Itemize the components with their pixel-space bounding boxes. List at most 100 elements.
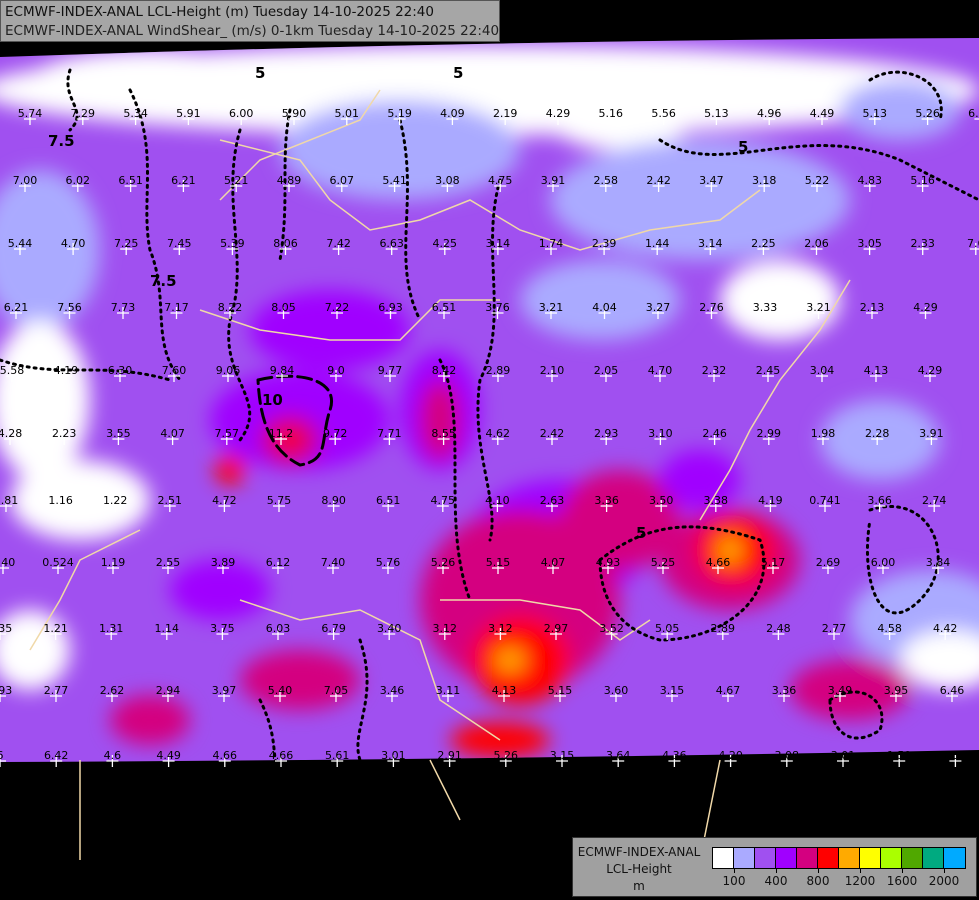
grid-point-cross-icon (385, 243, 398, 255)
windshear-value: 6.03 (266, 622, 290, 640)
windshear-value: 6.51 (432, 301, 456, 319)
svg-text:2.05: 2.05 (594, 364, 619, 377)
windshear-value: 7.42 (326, 237, 351, 255)
legend-tick-label: 1600 (886, 874, 918, 888)
grid-point-cross-icon (166, 433, 179, 445)
windshear-value: 8.55 (431, 427, 456, 445)
grid-point-cross-icon (877, 562, 889, 574)
grid-point-cross-icon (946, 690, 958, 702)
svg-text:2.62: 2.62 (100, 684, 125, 697)
svg-text:5.56: 5.56 (651, 107, 676, 120)
grid-point-cross-icon (276, 370, 288, 382)
lcl-height-area (840, 80, 960, 140)
windshear-value: 3.14 (486, 237, 510, 255)
grid-point-cross-icon (928, 500, 941, 512)
svg-text:2.06: 2.06 (804, 237, 829, 250)
windshear-value: 4.93 (596, 556, 620, 574)
svg-text:7.42: 7.42 (326, 237, 351, 250)
legend-parameter: LCL-Height (606, 862, 672, 876)
windshear-value: 7.45 (167, 237, 192, 255)
grid-point-cross-icon (383, 433, 396, 445)
svg-text:3.40: 3.40 (377, 622, 402, 635)
grid-point-cross-icon (919, 307, 932, 319)
grid-point-cross-icon (107, 562, 119, 574)
grid-point-cross-icon (106, 690, 118, 702)
legend-swatch (944, 848, 965, 868)
grid-point-cross-icon (871, 433, 884, 445)
grid-point-cross-icon (222, 370, 234, 382)
windshear-value: 3.93 (0, 684, 12, 702)
grid-point-cross-icon (651, 243, 664, 255)
grid-point-cross-icon (177, 180, 190, 192)
grid-point-cross-icon (657, 562, 669, 574)
grid-point-cross-icon (492, 562, 504, 574)
svg-text:4.75: 4.75 (431, 494, 456, 507)
legend-tick (776, 868, 777, 873)
windshear-value: 9.0 (327, 364, 345, 382)
svg-text:3.14: 3.14 (698, 237, 723, 250)
grid-point-cross-icon (331, 755, 344, 767)
windshear-value: 3.40 (377, 622, 402, 640)
grid-point-cross-icon (654, 433, 667, 445)
windshear-value: 6.21 (171, 174, 196, 192)
grid-point-cross-icon (863, 180, 876, 192)
svg-text:6.79: 6.79 (321, 622, 346, 635)
windshear-value: 5.40 (268, 684, 292, 702)
svg-text:5.22: 5.22 (805, 174, 830, 187)
svg-text:2.81: 2.81 (0, 494, 18, 507)
svg-text:5.05: 5.05 (655, 622, 680, 635)
windshear-value: 7.57 (215, 427, 239, 445)
lcl-height-area (900, 630, 979, 690)
grid-point-cross-icon (67, 243, 80, 255)
windshear-value: 5.25 (651, 556, 675, 574)
windshear-value: 8.90 (321, 494, 346, 512)
windshear-value: 8.05 (271, 301, 296, 319)
grid-point-cross-icon (438, 243, 451, 255)
svg-text:7.45: 7.45 (167, 237, 192, 250)
windshear-value: 7.00 (13, 174, 37, 192)
contour-label: 5 (453, 64, 463, 82)
windshear-value: 3.64 (606, 749, 630, 767)
windshear-value: 9.72 (323, 427, 347, 445)
svg-text:6.21: 6.21 (171, 174, 196, 187)
grid-point-cross-icon (76, 113, 89, 125)
svg-text:2.63: 2.63 (540, 494, 565, 507)
windshear-value: 5.44 (8, 237, 32, 255)
svg-text:4.28: 4.28 (0, 427, 22, 440)
svg-text:4.89: 4.89 (277, 174, 302, 187)
windshear-value: 3.36 (594, 494, 619, 512)
windshear-value: 4.6 (104, 749, 121, 767)
svg-text:5.13: 5.13 (704, 107, 729, 120)
grid-point-cross-icon (382, 562, 394, 574)
svg-text:4.19: 4.19 (758, 494, 783, 507)
grid-point-cross-icon (71, 180, 84, 192)
grid-point-cross-icon (129, 113, 142, 125)
svg-text:4.07: 4.07 (160, 427, 185, 440)
windshear-value: 8.06 (273, 237, 298, 255)
svg-text:4.66: 4.66 (213, 749, 238, 762)
windshear-value: 2.19 (493, 107, 517, 125)
svg-text:3.66: 3.66 (867, 494, 892, 507)
windshear-value: 6.02 (66, 174, 90, 192)
svg-text:5.01: 5.01 (335, 107, 360, 120)
windshear-value: 3.76 (485, 301, 510, 319)
country-borders (29, 89, 851, 861)
svg-text:7.17: 7.17 (164, 301, 189, 314)
lcl-height-area (495, 648, 525, 672)
grid-point-cross-icon (63, 307, 76, 319)
grid-point-cross-icon (668, 755, 681, 767)
svg-text:9.84: 9.84 (270, 364, 295, 377)
windshear-value: 3.18 (752, 174, 776, 192)
svg-text:2.25: 2.25 (751, 237, 776, 250)
svg-text:2.46: 2.46 (702, 427, 727, 440)
grid-point-cross-icon (759, 307, 771, 319)
lcl-height-area (540, 70, 700, 150)
windshear-value: 5.16 (599, 107, 623, 125)
svg-text:4.29: 4.29 (918, 364, 943, 377)
grid-point-cross-icon (491, 500, 504, 512)
grid-point-cross-icon (834, 690, 846, 702)
windshear-value: 3.21 (806, 301, 831, 319)
windshear-value: 1.59 (887, 749, 911, 767)
grid-point-cross-icon (890, 690, 902, 702)
